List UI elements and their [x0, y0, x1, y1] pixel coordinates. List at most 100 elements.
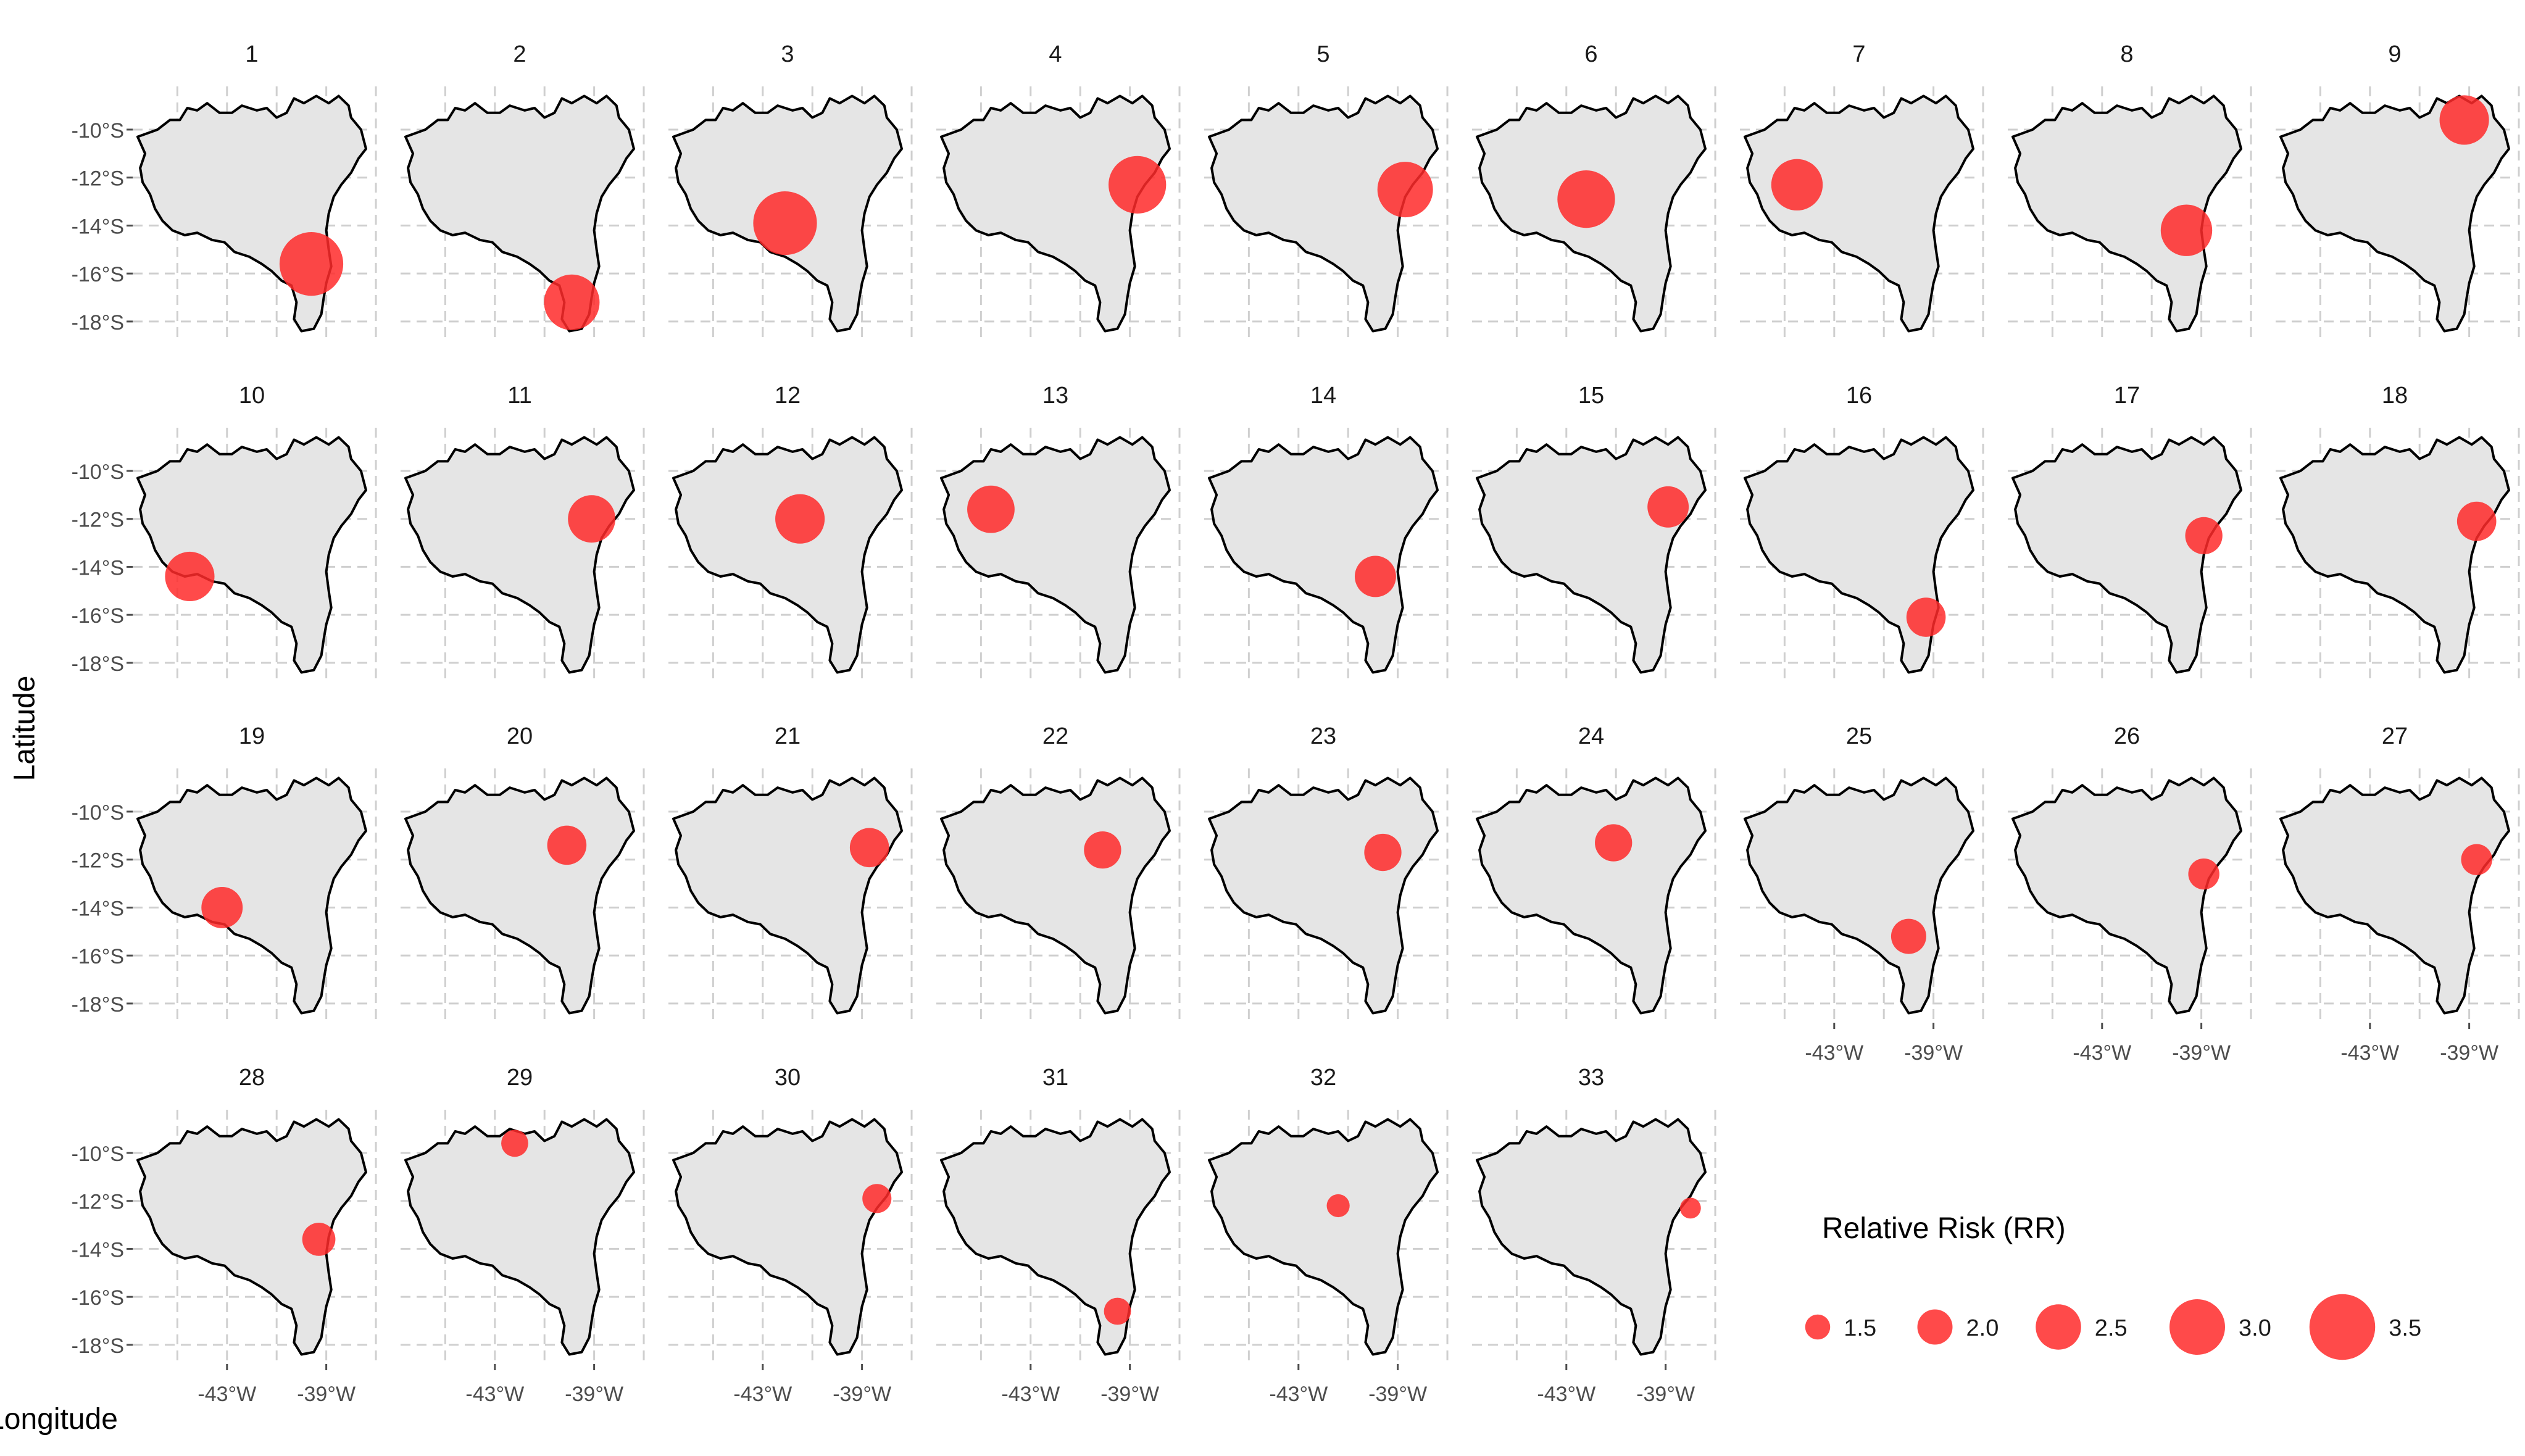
y-tick-label: -12°S	[72, 1191, 124, 1214]
facet-label-1: 1	[245, 41, 258, 67]
x-tick-label: -39°W	[297, 1383, 356, 1406]
facet-panel-8: 8	[2008, 41, 2252, 341]
facet-label-20: 20	[507, 723, 533, 749]
facet-label-21: 21	[775, 723, 801, 749]
facet-label-2: 2	[513, 41, 526, 67]
x-tick-label: -39°W	[2440, 1041, 2498, 1065]
rr-bubble-33	[1679, 1197, 1701, 1219]
state-outline	[404, 1118, 635, 1356]
facet-label-33: 33	[1578, 1065, 1604, 1091]
x-tick-label: -43°W	[198, 1383, 256, 1406]
x-tick-label: -39°W	[1368, 1383, 1427, 1406]
facet-label-15: 15	[1578, 383, 1604, 409]
rr-bubble-22	[1084, 831, 1121, 869]
facet-label-10: 10	[239, 383, 265, 409]
rr-bubble-11	[568, 495, 616, 543]
y-tick-label: -14°S	[72, 215, 124, 238]
state-outline	[940, 776, 1171, 1015]
facet-panel-24: 24	[1472, 723, 1716, 1023]
state-outline	[404, 436, 635, 674]
rr-bubble-25	[1891, 918, 1926, 954]
facet-panel-25: 25 -43°W -39°W	[1740, 723, 1984, 1065]
facet-label-18: 18	[2382, 383, 2408, 409]
facet-panel-4: 4	[936, 41, 1181, 341]
facet-panel-30: 30 -43°W -39°W	[668, 1065, 913, 1406]
y-tick-label: -12°S	[72, 849, 124, 873]
rr-bubble-19	[201, 886, 243, 928]
facet-label-9: 9	[2388, 41, 2401, 67]
y-tick-label: -16°S	[72, 604, 124, 628]
x-tick-label: -39°W	[1904, 1041, 1963, 1065]
state-outline	[1208, 94, 1439, 333]
state-outline	[940, 94, 1171, 333]
facet-panel-16: 16	[1740, 383, 1984, 682]
facet-panel-11: 11	[401, 383, 645, 682]
y-tick-label: -14°S	[72, 897, 124, 920]
facet-panel-31: 31 -43°W -39°W	[936, 1065, 1181, 1406]
state-outline	[1208, 436, 1439, 674]
y-tick-label: -16°S	[72, 1286, 124, 1310]
rr-bubble-10	[165, 551, 215, 602]
state-outline	[672, 1118, 903, 1356]
x-axis-title: Longitude	[0, 1403, 118, 1436]
rr-bubble-23	[1364, 833, 1402, 872]
y-tick-label: -10°S	[72, 801, 124, 825]
facet-panel-23: 23	[1204, 723, 1449, 1023]
rr-bubble-16	[1906, 597, 1946, 637]
facet-label-22: 22	[1042, 723, 1068, 749]
facet-label-19: 19	[239, 723, 265, 749]
facet-panel-10: 10 -10°S -12°S -14°S -16°S -18°S	[72, 383, 377, 682]
x-tick-label: -39°W	[833, 1383, 891, 1406]
rr-bubble-14	[1354, 555, 1396, 597]
facet-label-23: 23	[1310, 723, 1336, 749]
legend-title: Relative Risk (RR)	[1822, 1212, 2066, 1245]
rr-bubble-17	[2185, 517, 2223, 555]
state-outline	[2279, 436, 2510, 674]
state-outline	[1476, 436, 1707, 674]
legend-key-2.0	[1917, 1309, 1953, 1345]
state-outline	[136, 436, 367, 674]
state-outline	[1208, 776, 1439, 1015]
rr-bubble-21	[849, 828, 889, 868]
rr-bubble-2	[544, 274, 600, 330]
facet-label-16: 16	[1846, 383, 1872, 409]
state-outline	[404, 94, 635, 333]
rr-bubble-9	[2439, 95, 2489, 145]
facet-label-24: 24	[1578, 723, 1604, 749]
facet-panel-18: 18	[2276, 383, 2520, 682]
rr-bubble-1	[279, 232, 344, 296]
facet-label-29: 29	[507, 1065, 533, 1091]
state-outline	[2011, 776, 2242, 1015]
x-tick-label: -43°W	[1537, 1383, 1595, 1406]
facet-panel-28: 28 -10°S -12°S -14°S -16°S -18°S -43°W -39°W	[72, 1065, 377, 1406]
x-tick-label: -39°W	[1636, 1383, 1695, 1406]
rr-bubble-13	[967, 485, 1015, 533]
facet-panel-9: 9	[2276, 41, 2520, 341]
legend-label-2.0: 2.0	[1966, 1315, 1999, 1341]
y-tick-label: -18°S	[72, 993, 124, 1017]
y-tick-label: -16°S	[72, 945, 124, 968]
legend-label-3.0: 3.0	[2239, 1315, 2271, 1341]
rr-bubble-8	[2160, 204, 2213, 256]
y-tick-label: -12°S	[72, 509, 124, 532]
x-tick-label: -43°W	[1001, 1383, 1060, 1406]
facet-panel-27: 27 -43°W -39°W	[2276, 723, 2520, 1065]
rr-bubble-5	[1377, 162, 1433, 218]
facet-panel-13: 13	[936, 383, 1181, 682]
facet-panel-1: 1 -10°S -12°S -14°S -16°S -18°S	[72, 41, 377, 341]
state-outline	[2011, 436, 2242, 674]
legend-key-2.5	[2036, 1304, 2081, 1350]
facet-label-28: 28	[239, 1065, 265, 1091]
state-outline	[1744, 436, 1974, 674]
state-outline	[940, 1118, 1171, 1356]
facet-label-13: 13	[1042, 383, 1068, 409]
facet-panel-14: 14	[1204, 383, 1449, 682]
x-tick-label: -43°W	[1269, 1383, 1328, 1406]
y-tick-label: -14°S	[72, 1238, 124, 1262]
facet-panel-33: 33 -43°W -39°W	[1472, 1065, 1716, 1406]
facet-panel-3: 3	[668, 41, 913, 341]
state-outline	[1744, 94, 1974, 333]
facet-panel-12: 12	[668, 383, 913, 682]
y-tick-label: -18°S	[72, 311, 124, 335]
legend: 1.5 2.0 2.5 3.0 3.5	[1805, 1294, 2421, 1360]
